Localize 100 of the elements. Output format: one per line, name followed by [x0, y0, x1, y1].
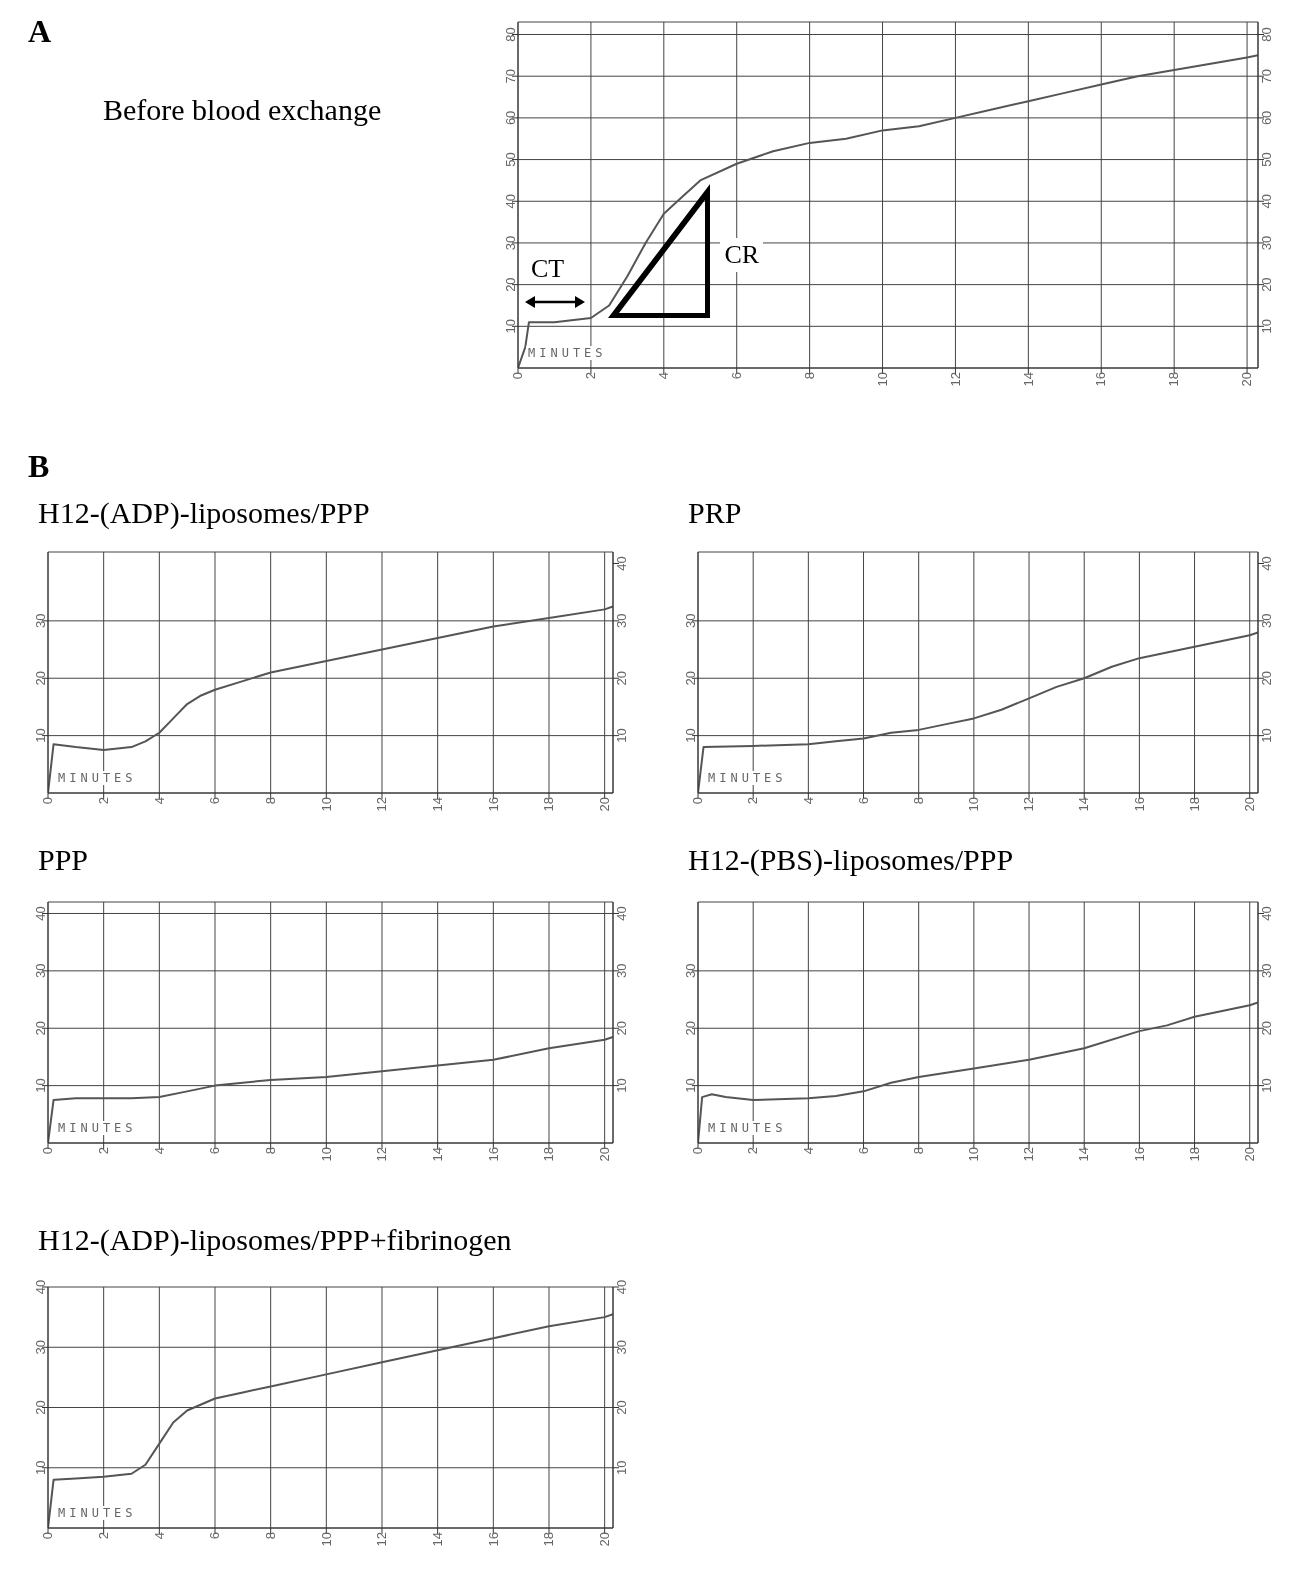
text: Before blood exchange [103, 93, 382, 127]
y-tick-label: 40 [502, 194, 518, 209]
x-tick-label: 8 [262, 1532, 278, 1540]
x-tick-label: 10 [966, 1147, 982, 1162]
y-tick-label: 30 [682, 613, 698, 629]
x-tick-label: 0 [40, 1532, 56, 1540]
x-tick-label: 14 [1076, 797, 1092, 812]
y2-tick-label: 30 [1258, 613, 1274, 629]
y-tick-label: 20 [32, 1021, 48, 1036]
y-tick-label: 30 [32, 613, 48, 629]
x-tick-label: 12 [1021, 797, 1037, 812]
y2-tick-label: 10 [1258, 319, 1274, 334]
x-tick-label: 16 [1093, 372, 1109, 387]
x-tick-label: 8 [910, 1147, 926, 1155]
x-tick-label: 4 [151, 1147, 167, 1155]
x-tick-label: 20 [1239, 372, 1255, 387]
x-tick-label: 6 [855, 1147, 871, 1155]
x-tick-label: 4 [656, 372, 672, 380]
y-tick-label: 10 [32, 1460, 48, 1475]
x-tick-label: 6 [855, 797, 871, 805]
x-tick-label: 10 [318, 797, 334, 812]
y2-tick-label: 60 [1258, 110, 1274, 126]
x-tick-label: 12 [1021, 1147, 1037, 1162]
y2-tick-label: 20 [613, 1021, 629, 1036]
y-tick-label: 30 [32, 1340, 48, 1355]
x-tick-label: 2 [95, 797, 111, 805]
y-tick-label: 20 [682, 1021, 698, 1036]
y-tick-label: 20 [502, 277, 518, 292]
y2-tick-label: 50 [1258, 152, 1274, 167]
x-axis-title: MINUTES [526, 346, 609, 360]
x-tick-label: 18 [1166, 372, 1182, 387]
annotation: CT [531, 254, 565, 285]
x-tick-label: 2 [583, 372, 599, 380]
y-tick-label: 20 [682, 671, 698, 686]
x-tick-label: 18 [1186, 797, 1202, 812]
x-tick-label: 2 [745, 1147, 761, 1155]
x-tick-label: 8 [910, 797, 926, 805]
x-tick-label: 8 [262, 1147, 278, 1155]
chart-title: H12-(ADP)-liposomes/PPP [38, 496, 370, 530]
x-tick-label: 20 [596, 1532, 612, 1547]
text: B [28, 448, 50, 485]
x-tick-label: 10 [874, 372, 890, 387]
x-tick-label: 20 [596, 1147, 612, 1162]
x-tick-label: 16 [1131, 797, 1147, 812]
x-tick-label: 14 [429, 797, 445, 812]
x-tick-label: 14 [1020, 372, 1036, 387]
x-tick-label: 12 [374, 1532, 390, 1547]
y-tick-label: 10 [682, 728, 698, 743]
y2-tick-label: 30 [613, 613, 629, 629]
x-tick-label: 8 [262, 797, 278, 805]
x-tick-label: 18 [541, 1147, 557, 1162]
y-tick-label: 10 [682, 1078, 698, 1093]
chart-title: H12-(ADP)-liposomes/PPP+fibrinogen [38, 1223, 512, 1257]
x-tick-label: 6 [207, 797, 223, 805]
x-tick-label: 2 [95, 1147, 111, 1155]
x-tick-label: 14 [429, 1147, 445, 1162]
y2-tick-label: 10 [613, 728, 629, 743]
x-tick-label: 0 [40, 797, 56, 805]
y-tick-label: 70 [502, 68, 518, 84]
y-tick-label: 40 [32, 1279, 48, 1295]
y-tick-label: 30 [502, 235, 518, 251]
y2-tick-label: 20 [613, 671, 629, 686]
x-tick-label: 6 [728, 372, 744, 380]
x-tick-label: 4 [151, 797, 167, 805]
y2-tick-label: 30 [613, 963, 629, 979]
y2-tick-label: 70 [1258, 68, 1274, 84]
chart-title: PRP [688, 496, 742, 530]
y-tick-label: 40 [32, 906, 48, 921]
x-tick-label: 8 [801, 372, 817, 380]
x-tick-label: 0 [510, 372, 526, 380]
y2-tick-label: 30 [1258, 963, 1274, 979]
y2-tick-label: 10 [613, 1460, 629, 1475]
x-tick-label: 2 [95, 1532, 111, 1540]
x-axis-title: MINUTES [56, 771, 139, 785]
y2-tick-label: 10 [613, 1078, 629, 1093]
y2-tick-label: 40 [1258, 906, 1274, 921]
y2-tick-label: 40 [613, 556, 629, 571]
y2-tick-label: 20 [613, 1400, 629, 1415]
x-tick-label: 16 [1131, 1147, 1147, 1162]
y2-tick-label: 40 [1258, 556, 1274, 571]
x-tick-label: 0 [690, 1147, 706, 1155]
y2-tick-label: 30 [613, 1340, 629, 1355]
x-tick-label: 16 [485, 1147, 501, 1162]
x-tick-label: 0 [40, 1147, 56, 1155]
x-tick-label: 18 [1186, 1147, 1202, 1162]
x-tick-label: 4 [151, 1532, 167, 1540]
y2-tick-label: 40 [613, 906, 629, 921]
y2-tick-label: 10 [1258, 1078, 1274, 1093]
x-tick-label: 14 [1076, 1147, 1092, 1162]
x-tick-label: 20 [1241, 797, 1257, 812]
y2-tick-label: 80 [1258, 27, 1274, 42]
x-tick-label: 10 [966, 797, 982, 812]
x-axis-title: MINUTES [706, 771, 789, 785]
y-tick-label: 80 [502, 27, 518, 42]
y2-tick-label: 40 [613, 1279, 629, 1295]
chart-title: H12-(PBS)-liposomes/PPP [688, 843, 1014, 877]
y-tick-label: 10 [32, 728, 48, 743]
x-axis-title: MINUTES [56, 1506, 139, 1520]
x-tick-label: 20 [1241, 1147, 1257, 1162]
x-tick-label: 0 [690, 797, 706, 805]
